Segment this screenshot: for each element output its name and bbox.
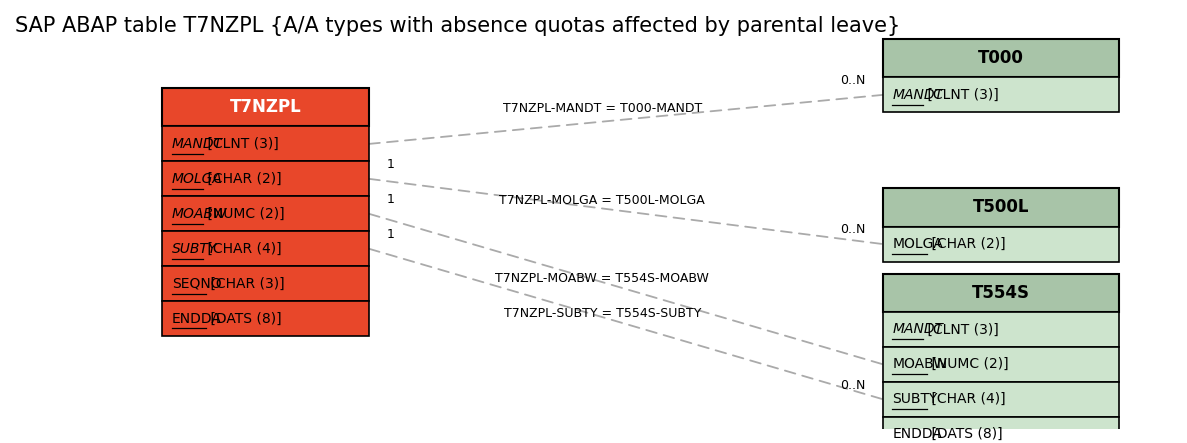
Text: T7NZPL-MOABW = T554S-MOABW: T7NZPL-MOABW = T554S-MOABW [495, 272, 710, 285]
Text: ENDDA: ENDDA [172, 312, 222, 326]
Text: [CHAR (2)]: [CHAR (2)] [203, 172, 281, 186]
Text: MOLGA: MOLGA [172, 172, 223, 186]
Bar [163, 126, 369, 161]
Bar [883, 273, 1119, 312]
Text: [NUMC (2)]: [NUMC (2)] [203, 207, 284, 221]
Text: MOABW: MOABW [172, 207, 228, 221]
Text: [CLNT (3)]: [CLNT (3)] [203, 137, 278, 151]
Text: [NUMC (2)]: [NUMC (2)] [927, 358, 1008, 371]
Bar [883, 417, 1119, 443]
Bar [163, 231, 369, 266]
Text: SEQNO: SEQNO [172, 277, 221, 291]
Text: 0..N: 0..N [840, 223, 865, 237]
Text: T554S: T554S [972, 284, 1030, 302]
Text: SAP ABAP table T7NZPL {A/A types with absence quotas affected by parental leave}: SAP ABAP table T7NZPL {A/A types with ab… [14, 16, 900, 35]
Text: [CHAR (3)]: [CHAR (3)] [207, 277, 285, 291]
Bar [883, 347, 1119, 382]
Text: 0..N: 0..N [840, 379, 865, 392]
Text: 0..N: 0..N [840, 74, 865, 87]
Text: 1: 1 [387, 158, 394, 171]
Text: [CLNT (3)]: [CLNT (3)] [923, 88, 999, 102]
Bar [883, 312, 1119, 347]
Bar [163, 301, 369, 336]
Bar [163, 88, 369, 126]
Text: SUBTY: SUBTY [893, 392, 938, 406]
Text: MANDT: MANDT [172, 137, 223, 151]
Text: [CHAR (2)]: [CHAR (2)] [927, 237, 1005, 251]
Bar [883, 227, 1119, 261]
Text: SUBTY: SUBTY [172, 242, 217, 256]
Bar [883, 188, 1119, 227]
Text: [DATS (8)]: [DATS (8)] [927, 427, 1002, 441]
Text: MANDT: MANDT [893, 88, 944, 102]
Text: [CHAR (4)]: [CHAR (4)] [927, 392, 1005, 406]
Text: MOLGA: MOLGA [893, 237, 944, 251]
Text: T7NZPL-SUBTY = T554S-SUBTY: T7NZPL-SUBTY = T554S-SUBTY [503, 307, 702, 320]
Bar [883, 78, 1119, 113]
Text: T000: T000 [978, 49, 1024, 67]
Bar [163, 196, 369, 231]
Text: [CHAR (4)]: [CHAR (4)] [203, 242, 281, 256]
Bar [883, 39, 1119, 78]
Text: [DATS (8)]: [DATS (8)] [207, 312, 281, 326]
Text: MANDT: MANDT [893, 323, 944, 336]
Text: [CLNT (3)]: [CLNT (3)] [923, 323, 999, 336]
Text: T7NZPL: T7NZPL [230, 98, 301, 116]
Text: T500L: T500L [973, 198, 1029, 217]
Text: 1: 1 [387, 228, 394, 241]
Text: ENDDA: ENDDA [893, 427, 942, 441]
Text: MOABW: MOABW [893, 358, 947, 371]
Text: T7NZPL-MANDT = T000-MANDT: T7NZPL-MANDT = T000-MANDT [503, 102, 702, 115]
Bar [883, 382, 1119, 417]
Text: 1: 1 [387, 193, 394, 206]
Bar [163, 266, 369, 301]
Text: T7NZPL-MOLGA = T500L-MOLGA: T7NZPL-MOLGA = T500L-MOLGA [500, 194, 705, 207]
Bar [163, 161, 369, 196]
